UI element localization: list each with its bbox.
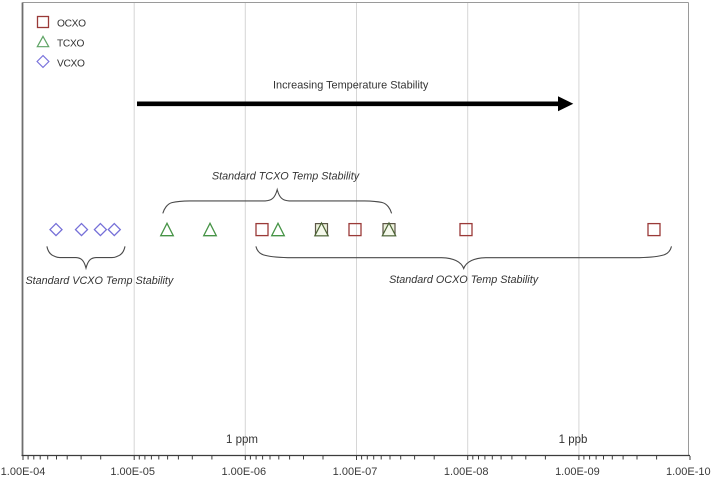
svg-text:Increasing Temperature Stabili: Increasing Temperature Stability	[273, 80, 429, 92]
svg-text:1.00E-09: 1.00E-09	[555, 466, 600, 478]
svg-text:1.00E-05: 1.00E-05	[110, 466, 155, 478]
svg-text:1 ppb: 1 ppb	[559, 434, 588, 446]
svg-text:Standard VCXO Temp Stability: Standard VCXO Temp Stability	[25, 275, 173, 287]
svg-text:1.00E-04: 1.00E-04	[1, 466, 46, 478]
svg-text:1.00E-08: 1.00E-08	[444, 466, 489, 478]
svg-text:1 ppm: 1 ppm	[226, 434, 258, 446]
svg-text:1.00E-06: 1.00E-06	[221, 466, 266, 478]
svg-text:Standard OCXO Temp Stability: Standard OCXO Temp Stability	[389, 274, 539, 286]
svg-text:OCXO: OCXO	[57, 18, 86, 29]
svg-text:TCXO: TCXO	[57, 38, 84, 49]
svg-text:Standard TCXO Temp Stability: Standard TCXO Temp Stability	[212, 170, 360, 182]
svg-text:1.00E-10: 1.00E-10	[666, 466, 711, 478]
svg-text:1.00E-07: 1.00E-07	[333, 466, 378, 478]
svg-text:VCXO: VCXO	[57, 58, 85, 69]
